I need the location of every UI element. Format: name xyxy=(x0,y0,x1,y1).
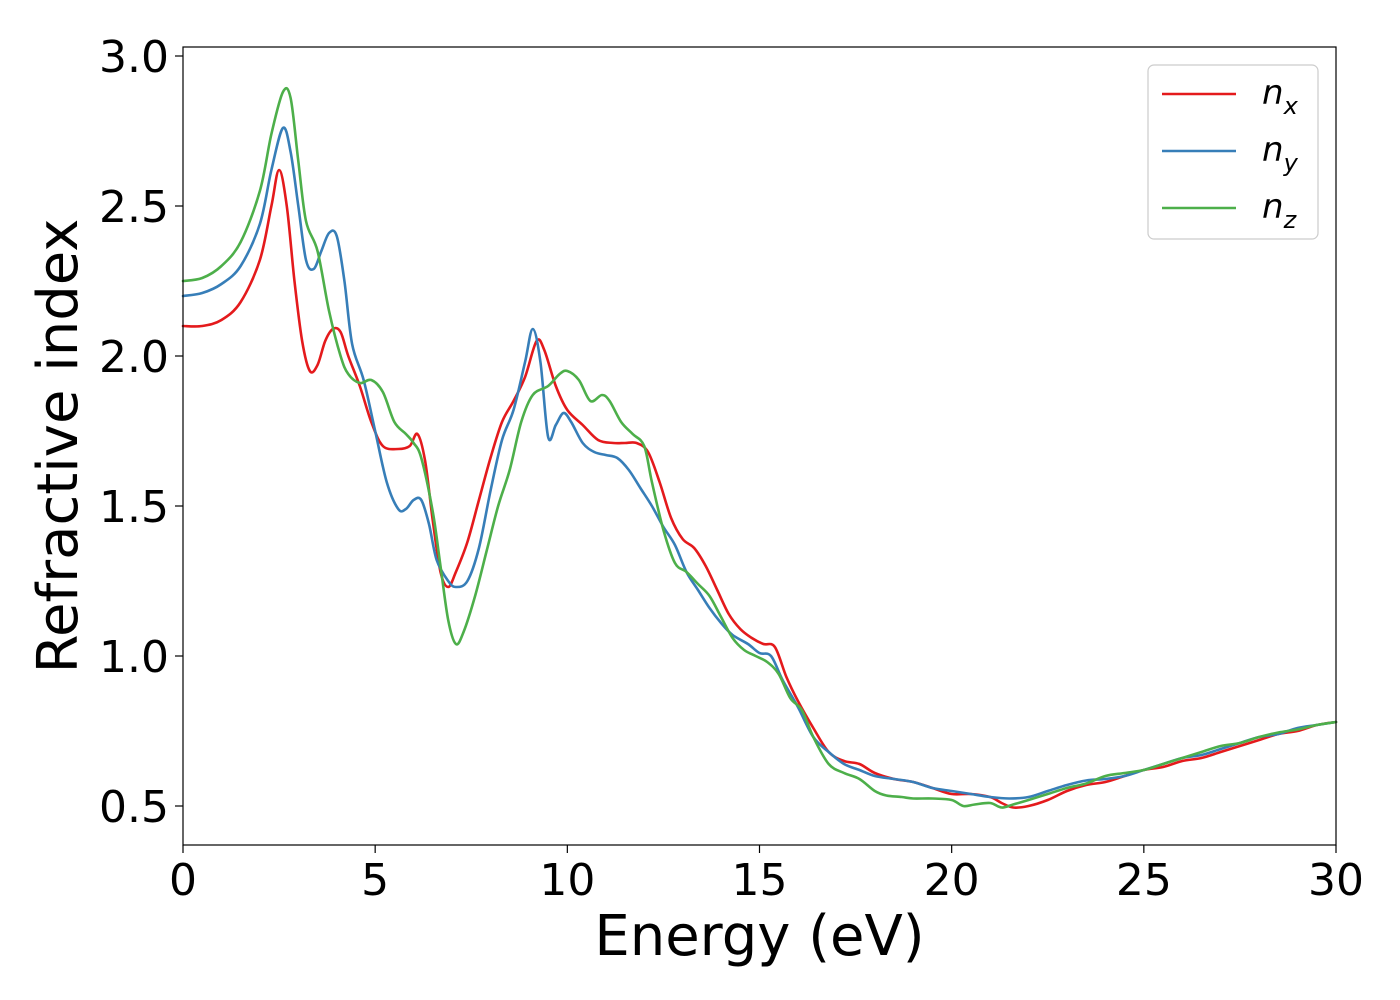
series-line-n-y xyxy=(181,126,1338,800)
y-tick-label: 0.5 xyxy=(99,782,169,833)
y-axis-label: Refractive index xyxy=(26,219,91,674)
y-tick-label: 2.0 xyxy=(99,332,169,383)
legend-item-n-x[interactable]: nx xyxy=(1162,73,1299,120)
x-tick-label: 10 xyxy=(539,855,595,906)
y-tick-label: 1.5 xyxy=(99,482,169,533)
x-tick-label: 25 xyxy=(1116,855,1172,906)
ticks-layer: 0 5 10 15 20 25 30 0.5 1.0 1.5 2.0 2.5 3.0 xyxy=(99,32,1364,906)
series-line-n-z xyxy=(181,86,1338,809)
series-layer xyxy=(181,86,1338,809)
y-tick-label: 2.5 xyxy=(99,182,169,233)
x-axis-label: Energy (eV) xyxy=(594,904,924,969)
series-line-n-x xyxy=(181,168,1338,809)
y-tick-label: 1.0 xyxy=(99,632,169,683)
y-tick-label: 3.0 xyxy=(99,32,169,83)
x-tick-label: 5 xyxy=(361,855,389,906)
x-tick-label: 0 xyxy=(169,855,197,906)
x-tick-label: 20 xyxy=(924,855,980,906)
legend-label: nx xyxy=(1262,73,1299,120)
x-tick-label: 15 xyxy=(732,855,788,906)
x-tick-label: 30 xyxy=(1308,855,1364,906)
